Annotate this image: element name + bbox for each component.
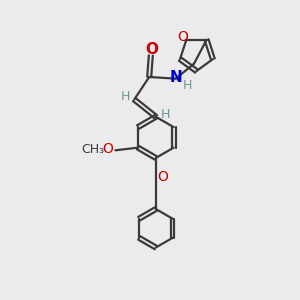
Text: H: H: [183, 80, 192, 92]
Text: N: N: [169, 70, 182, 85]
Text: O: O: [177, 30, 188, 44]
Text: CH₃: CH₃: [81, 143, 104, 156]
Text: H: H: [160, 108, 170, 121]
Text: O: O: [158, 170, 169, 184]
Text: O: O: [103, 142, 114, 156]
Text: O: O: [146, 42, 159, 57]
Text: H: H: [120, 90, 130, 104]
